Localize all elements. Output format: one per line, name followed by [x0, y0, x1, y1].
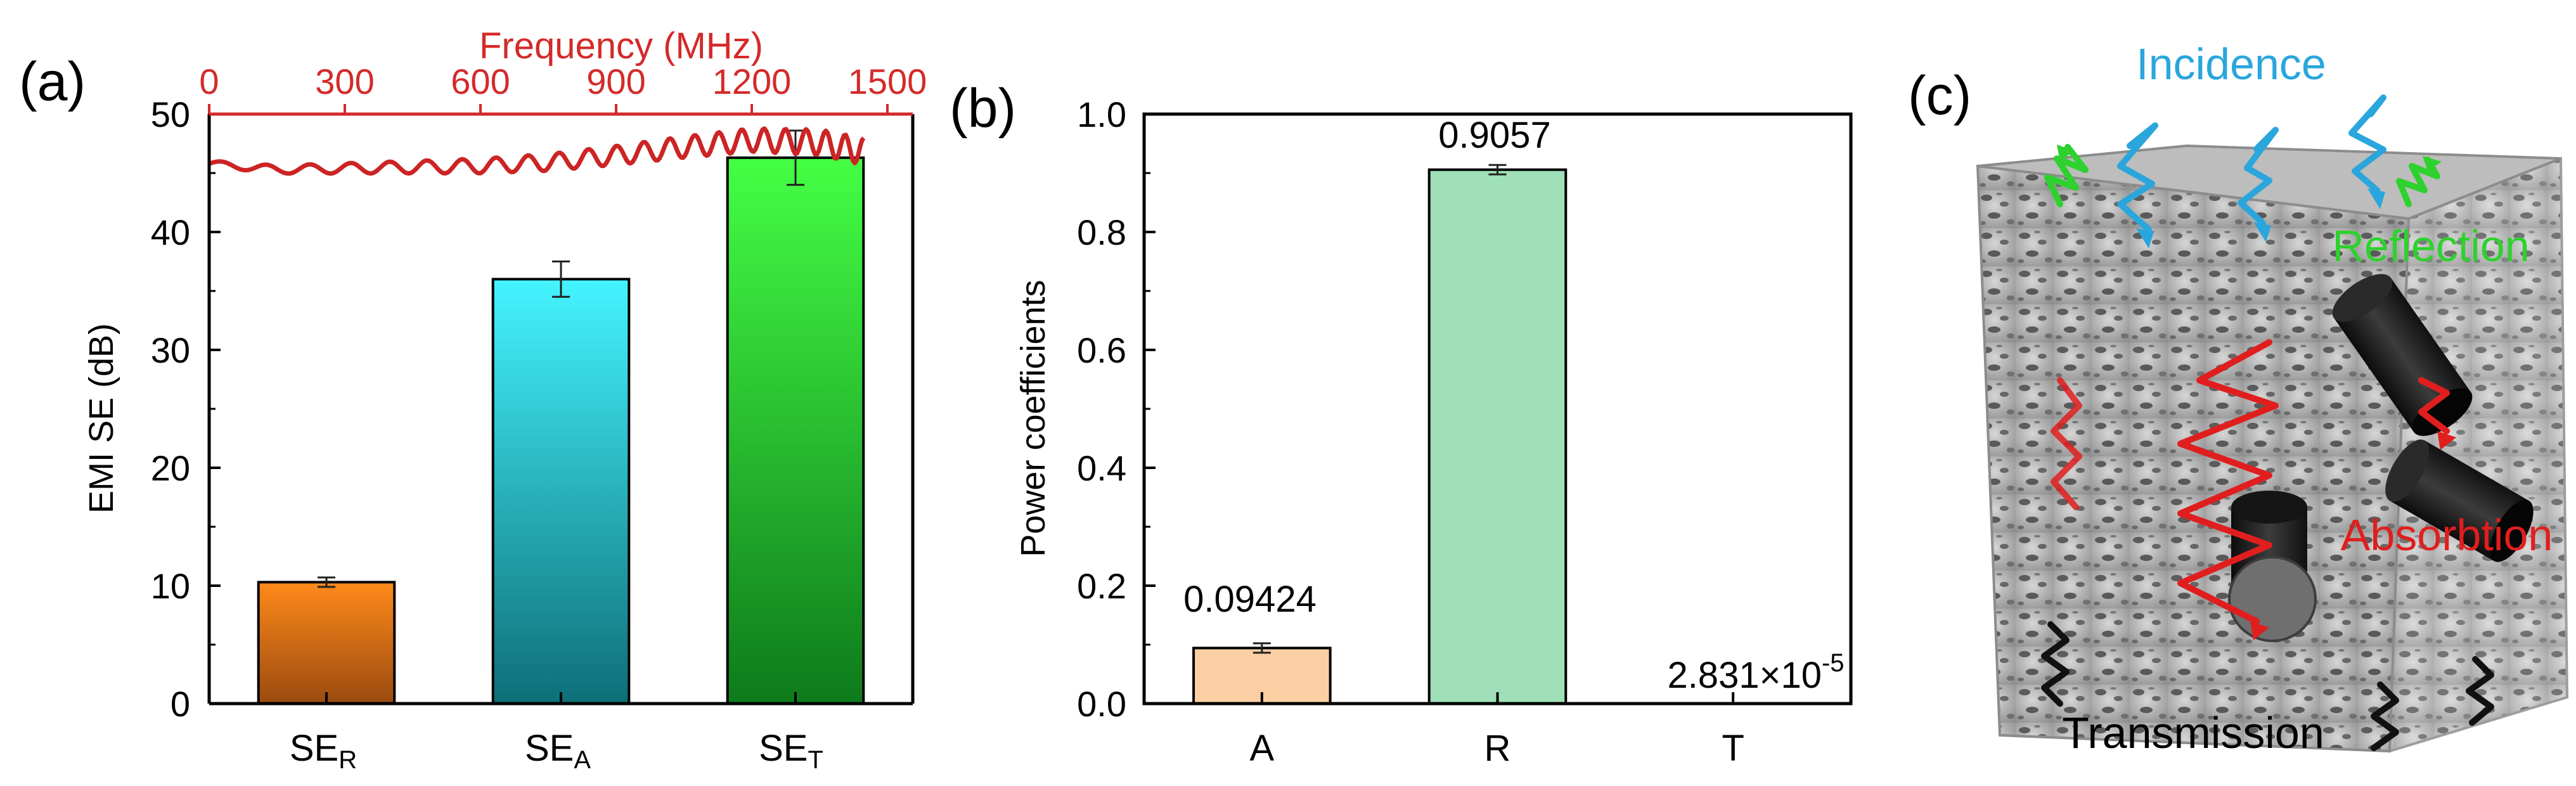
plot-area-b — [1142, 112, 1853, 705]
absorbtion-waves — [2051, 339, 2456, 640]
panel-a: (a) 0 300 600 900 1200 1500 Frequency (MHz) 0… — [19, 25, 927, 774]
transmission-wave-3 — [2466, 656, 2494, 726]
bar-se-t — [726, 156, 865, 705]
cylinder-3 — [2228, 491, 2317, 642]
y-tick-label: 40 — [151, 212, 190, 252]
top-axis-title: Frequency (MHz) — [479, 25, 763, 67]
panel-b: (b) 0.0 0.2 0.4 0.6 0.8 1.0 Power coefficient… — [950, 78, 1853, 769]
y-tick-label: 0.2 — [1077, 566, 1126, 606]
panel-b-label: (b) — [950, 78, 1016, 139]
top-tick-label: 0 — [199, 61, 219, 101]
y-tick-label: 0.6 — [1077, 330, 1126, 370]
y-tick-label: 10 — [151, 566, 190, 606]
x-tick-se-a: SEA — [525, 728, 591, 774]
value-label-r: 0.9057 — [1438, 115, 1550, 156]
reflection-label: Reflection — [2332, 221, 2529, 271]
top-tick-label: 600 — [451, 61, 510, 101]
top-tick-label: 300 — [315, 61, 374, 101]
transmission-wave-1 — [2041, 621, 2070, 707]
cylinder-1 — [2332, 274, 2473, 436]
panel-a-label: (a) — [19, 51, 86, 112]
y-tick-label: 50 — [151, 94, 190, 134]
y-tick-label: 0 — [171, 684, 190, 724]
absorbtion-label: Absorbtion — [2341, 510, 2553, 560]
x-tick-t: T — [1722, 728, 1744, 769]
transmission-wave-2 — [2371, 681, 2399, 751]
incidence-wave-2 — [2238, 127, 2279, 226]
y-tick-label: 30 — [151, 330, 190, 370]
incidence-wave-1 — [2117, 122, 2158, 233]
y-tick-label: 20 — [151, 448, 190, 488]
filler-cylinders — [2228, 274, 2534, 642]
x-tick-a: A — [1249, 728, 1274, 769]
y-axis-tick-labels: 0.0 0.2 0.4 0.6 0.8 1.0 — [1077, 94, 1126, 724]
reflection-wave-2 — [2396, 157, 2440, 207]
bar-se-r — [257, 581, 396, 705]
absorbtion-wave-main — [2177, 339, 2279, 624]
absorbtion-wave-2 — [2051, 377, 2082, 510]
value-label-t: 2.831×10-5 — [1667, 649, 1844, 696]
panel-c-label: (c) — [1908, 65, 1971, 126]
y-axis-title: Power coefficients — [1014, 280, 1052, 557]
frequency-line — [209, 126, 866, 176]
y-tick-label: 1.0 — [1077, 94, 1126, 134]
absorbtion-wave-3 — [2418, 377, 2450, 434]
top-axis-tick-labels: 0 300 600 900 1200 1500 — [199, 61, 927, 101]
plot-frame — [1142, 112, 1853, 705]
reflection-wave-1 — [2044, 144, 2089, 207]
x-tick-se-t: SET — [759, 728, 823, 774]
y-tick-label: 0.8 — [1077, 212, 1126, 252]
cylinder-2 — [2385, 439, 2534, 562]
x-tick-r: R — [1484, 728, 1511, 769]
top-tick-label: 1500 — [848, 61, 927, 101]
transmission-waves — [2041, 621, 2494, 751]
incidence-wave-3 — [2348, 94, 2386, 193]
top-tick-label: 1200 — [712, 61, 792, 101]
cube-side-face — [2388, 157, 2569, 753]
y-axis-title: EMI SE (dB) — [82, 323, 120, 513]
transmission-label: Transmission — [2062, 708, 2324, 757]
top-tick-label: 900 — [586, 61, 645, 101]
bar-r — [1427, 168, 1568, 705]
y-axis-tick-labels: 0 10 20 30 40 50 — [151, 94, 190, 724]
panel-c: (c) — [1908, 39, 2569, 757]
x-tick-se-r: SER — [290, 728, 357, 774]
reflection-waves — [2044, 144, 2442, 207]
y-tick-label: 0.0 — [1077, 684, 1126, 724]
incidence-label: Incidence — [2136, 39, 2326, 89]
plot-area-a — [207, 104, 915, 705]
y-tick-label: 0.4 — [1077, 448, 1126, 488]
bar-se-a — [491, 278, 631, 705]
incidence-waves — [2117, 94, 2386, 248]
value-label-a: 0.09424 — [1183, 579, 1317, 620]
